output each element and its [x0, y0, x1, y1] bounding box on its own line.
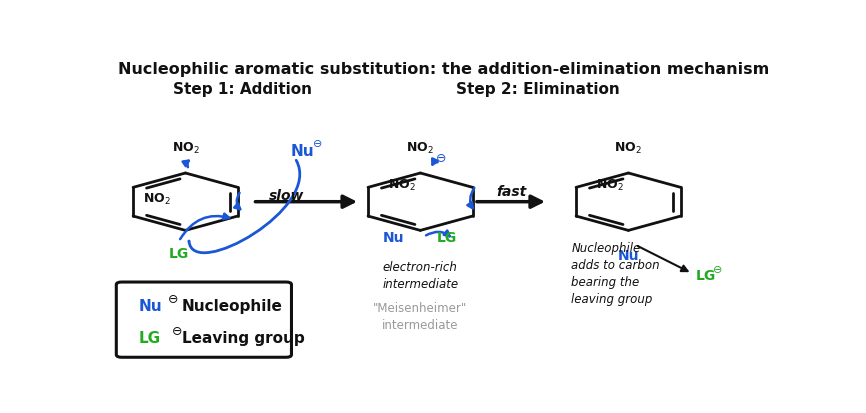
- Text: Leaving group: Leaving group: [182, 330, 305, 345]
- Text: $\ominus$: $\ominus$: [167, 293, 178, 306]
- Text: "Meisenheimer"
intermediate: "Meisenheimer" intermediate: [373, 302, 468, 332]
- Text: Nucleophile
adds to carbon
bearing the
leaving group: Nucleophile adds to carbon bearing the l…: [572, 242, 660, 306]
- Text: NO$_2$: NO$_2$: [143, 192, 171, 206]
- FancyArrowPatch shape: [189, 161, 300, 253]
- Text: NO$_2$: NO$_2$: [171, 141, 199, 156]
- Text: Nucleophilic aromatic substitution: the addition-elimination mechanism: Nucleophilic aromatic substitution: the …: [118, 62, 770, 77]
- Text: Step 2: Elimination: Step 2: Elimination: [456, 82, 620, 97]
- Text: slow: slow: [268, 189, 304, 203]
- Text: LG: LG: [169, 247, 189, 261]
- Text: LG: LG: [139, 330, 160, 345]
- Text: Nu: Nu: [291, 144, 314, 159]
- Text: Nu: Nu: [139, 298, 162, 313]
- Text: fast: fast: [496, 184, 526, 198]
- FancyBboxPatch shape: [116, 282, 292, 357]
- Text: NO$_2$: NO$_2$: [615, 141, 643, 156]
- Text: Nucleophile: Nucleophile: [182, 298, 283, 313]
- Text: NO$_2$: NO$_2$: [388, 177, 416, 192]
- Text: NO$_2$: NO$_2$: [596, 177, 624, 192]
- Text: $\ominus$: $\ominus$: [313, 138, 323, 149]
- Text: $\ominus$: $\ominus$: [435, 151, 446, 164]
- Text: LG: LG: [695, 268, 716, 282]
- Text: LG: LG: [437, 230, 457, 244]
- Text: $\ominus$: $\ominus$: [171, 325, 182, 337]
- Text: NO$_2$: NO$_2$: [406, 141, 434, 156]
- Text: $\ominus$: $\ominus$: [712, 263, 722, 275]
- Text: Step 1: Addition: Step 1: Addition: [173, 82, 312, 97]
- Text: electron-rich
intermediate: electron-rich intermediate: [382, 260, 458, 290]
- Text: Nu: Nu: [383, 230, 404, 244]
- Text: Nu: Nu: [617, 248, 639, 262]
